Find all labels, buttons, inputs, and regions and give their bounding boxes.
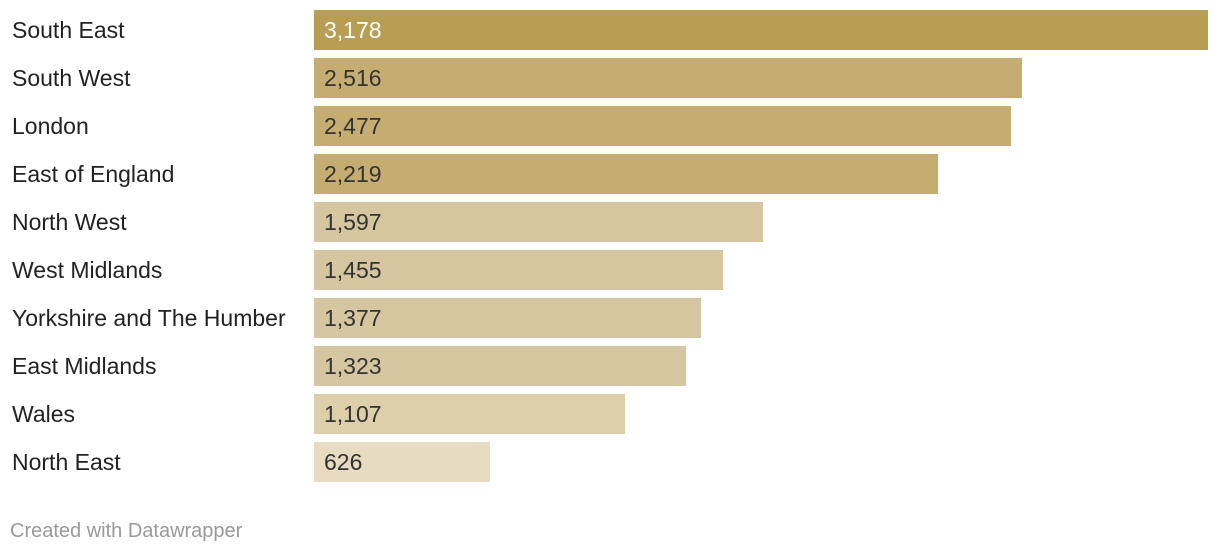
bar-row: Yorkshire and The Humber 1,377: [0, 298, 1220, 338]
bar-row: West Midlands 1,455: [0, 250, 1220, 290]
bar: [314, 394, 625, 434]
bar: [314, 442, 490, 482]
category-label: North West: [12, 209, 127, 235]
bar: [314, 346, 686, 386]
bar-row: London 2,477: [0, 106, 1220, 146]
bar-row: South East 3,178: [0, 10, 1220, 50]
bar-row: East Midlands 1,323: [0, 346, 1220, 386]
value-label: 3,178: [324, 17, 382, 43]
bar-row: South West 2,516: [0, 58, 1220, 98]
category-label: Yorkshire and The Humber: [12, 305, 286, 331]
datawrapper-credit: Created with Datawrapper: [10, 520, 243, 542]
category-label: London: [12, 113, 89, 139]
bar: [314, 250, 723, 290]
category-label: East Midlands: [12, 353, 157, 379]
bar-row: Wales 1,107: [0, 394, 1220, 434]
category-label: South East: [12, 17, 125, 43]
category-label: West Midlands: [12, 257, 163, 283]
value-label: 1,455: [324, 257, 382, 283]
value-label: 1,323: [324, 353, 382, 379]
value-label: 626: [324, 449, 363, 475]
value-label: 1,597: [324, 209, 382, 235]
bar: [314, 202, 763, 242]
bar: [314, 298, 701, 338]
value-label: 2,477: [324, 113, 382, 139]
value-label: 1,107: [324, 401, 382, 427]
value-label: 2,516: [324, 65, 382, 91]
value-label: 2,219: [324, 161, 382, 187]
bar: [314, 58, 1022, 98]
category-label: North East: [12, 449, 121, 475]
bar: [314, 10, 1208, 50]
category-label: Wales: [12, 401, 76, 427]
bar-row: East of England 2,219: [0, 154, 1220, 194]
bar-chart: South East 3,178 South West 2,516 London 2,47…: [0, 10, 1220, 482]
bar-row: North East 626: [0, 442, 1220, 482]
category-label: East of England: [12, 161, 175, 187]
bar: [314, 154, 938, 194]
value-label: 1,377: [324, 305, 382, 331]
bar-row: North West 1,597: [0, 202, 1220, 242]
bar: [314, 106, 1011, 146]
category-label: South West: [12, 65, 131, 91]
